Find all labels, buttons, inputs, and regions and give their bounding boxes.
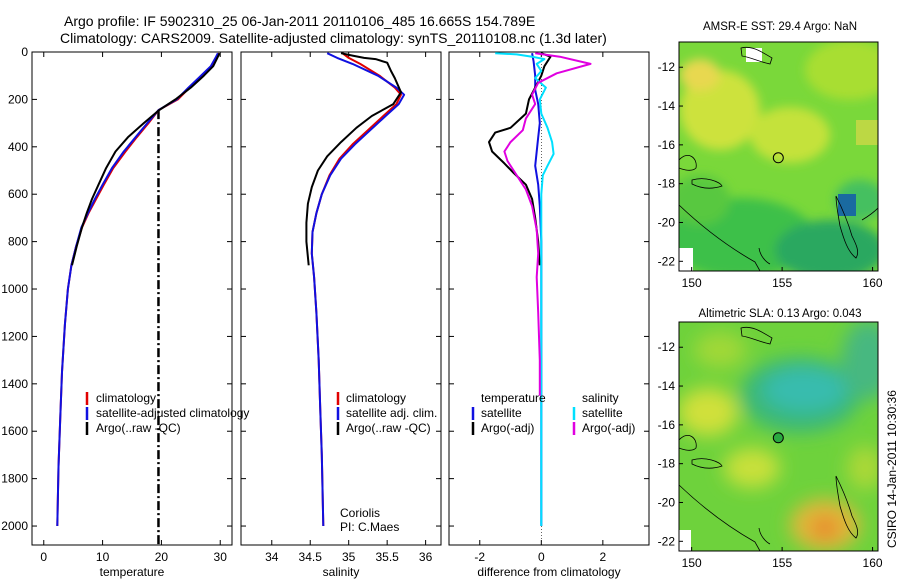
legend-label-sal-argo: Argo(-adj): [582, 421, 635, 435]
series-line: [503, 52, 592, 396]
x-tick-label: 36: [419, 550, 433, 564]
timestamp-stamp: CSIRO 14-Jan-2011 10:30:36: [885, 390, 899, 548]
x-tick-label: 0: [538, 550, 545, 564]
y-tick-label: 1000: [1, 282, 28, 296]
legend-label-argo: Argo(..raw -QC): [96, 421, 181, 435]
legend-label-sal-satellite: satellite: [582, 406, 623, 420]
x-tick-label: 34.5: [299, 550, 323, 564]
difference-legend: temperature satellite Argo(-adj) salinit…: [471, 391, 635, 435]
map-y-tick-label: -18: [658, 177, 676, 191]
x-tick-label: 2: [600, 550, 607, 564]
y-tick-label: 1200: [1, 329, 28, 343]
legend-heading-temperature: temperature: [481, 391, 546, 405]
map-y-tick-label: -20: [658, 495, 676, 509]
map-x-tick-label: 155: [772, 276, 792, 290]
map-x-tick-label: 160: [863, 556, 883, 570]
data-centre-label: Coriolis: [340, 506, 380, 520]
x-tick-label: -2: [474, 550, 485, 564]
y-tick-label: 800: [8, 235, 28, 249]
sst-map-field: [679, 42, 878, 271]
x-axis-label: temperature: [100, 565, 165, 579]
salinity-plot: 34 34.5 35 35.5 36 salinity: [241, 51, 441, 579]
map-y-tick-label: -18: [658, 457, 676, 471]
sla-map-axes: 150 155 160 -12 -14 -16 -18 -20 -22: [658, 340, 883, 570]
x-axis-label: salinity: [323, 565, 360, 579]
legend-label-climatology: climatology: [96, 391, 156, 405]
map-y-tick-label: -14: [658, 99, 676, 113]
sst-map-frame: [678, 41, 879, 272]
salinity-legend: climatology satellite adj. clim. Argo(..…: [336, 391, 437, 534]
map-y-tick-label: -16: [658, 138, 676, 152]
map-y-tick-label: -14: [658, 379, 676, 393]
legend-heading-salinity: salinity: [582, 391, 619, 405]
y-tick-label: 0: [21, 45, 28, 59]
x-tick-label: 30: [214, 550, 228, 564]
legend-label-argo: Argo(..raw -QC): [346, 421, 431, 435]
legend-label-climatology: climatology: [346, 391, 406, 405]
sla-map-title: Altimetric SLA: 0.13 Argo: 0.043: [698, 308, 861, 320]
temperature-plot: 0 10 20 30 0 200 400 600 800 1000 1200 1400 1600 1800…: [1, 45, 232, 579]
series-line: [310, 52, 406, 527]
legend-label-temp-satellite: satellite: [481, 406, 522, 420]
map-y-tick-label: -20: [658, 215, 676, 229]
series-line: [531, 53, 543, 526]
header-title-line1: Argo profile: IF 5902310_25 06-Jan-2011 …: [64, 13, 535, 29]
salinity-axes: [240, 51, 442, 546]
sst-map-title: AMSR-E SST: 29.4 Argo: NaN: [703, 21, 857, 33]
y-tick-label: 600: [8, 187, 28, 201]
difference-axes: [448, 51, 650, 546]
x-axis-label: difference from climatology: [477, 565, 620, 579]
map-y-tick-label: -12: [658, 340, 676, 354]
map-y-tick-label: -22: [658, 534, 676, 548]
sst-map-axes: 150 155 160 -12 -14 -16 -18 -20 -22: [658, 60, 883, 290]
map-x-tick-label: 160: [863, 276, 883, 290]
float-position-marker: [772, 152, 784, 164]
map-y-tick-label: -22: [658, 254, 676, 268]
y-tick-label: 1800: [1, 472, 28, 486]
y-tick-label: 2000: [1, 519, 28, 533]
sla-map-frame: [678, 321, 879, 552]
series-line: [71, 52, 221, 266]
x-tick-label: 20: [155, 550, 169, 564]
map-y-tick-label: -12: [658, 60, 676, 74]
y-tick-label: 200: [8, 92, 28, 106]
y-tick-label: 1400: [1, 377, 28, 391]
float-position-marker: [772, 432, 784, 444]
series-line: [305, 52, 402, 266]
x-tick-label: 0: [40, 550, 47, 564]
series-line: [56, 52, 219, 527]
legend-label-temp-argo: Argo(-adj): [481, 421, 534, 435]
temperature-axes: [31, 51, 233, 546]
x-tick-label: 35: [342, 550, 356, 564]
map-x-tick-label: 150: [682, 276, 702, 290]
map-y-tick-label: -16: [658, 418, 676, 432]
map-x-tick-label: 150: [682, 556, 702, 570]
x-tick-label: 35.5: [375, 550, 399, 564]
y-tick-label: 1600: [1, 424, 28, 438]
series-line: [56, 52, 220, 527]
y-tick-label: 400: [8, 140, 28, 154]
x-tick-label: 10: [96, 550, 110, 564]
legend-label-satellite: satellite adj. clim.: [346, 406, 437, 420]
series-line: [488, 52, 552, 266]
legend-label-satellite: satellite-adjusted climatology: [96, 406, 249, 420]
series-line: [310, 52, 402, 527]
map-x-tick-label: 155: [772, 556, 792, 570]
header-title-line2: Climatology: CARS2009. Satellite-adjuste…: [60, 30, 607, 46]
x-tick-label: 34: [265, 550, 279, 564]
temperature-legend: climatology satellite-adjusted climatolo…: [85, 391, 249, 435]
pi-label: PI: C.Maes: [340, 520, 399, 534]
sla-map-field: [679, 322, 878, 551]
series-line: [495, 52, 555, 526]
